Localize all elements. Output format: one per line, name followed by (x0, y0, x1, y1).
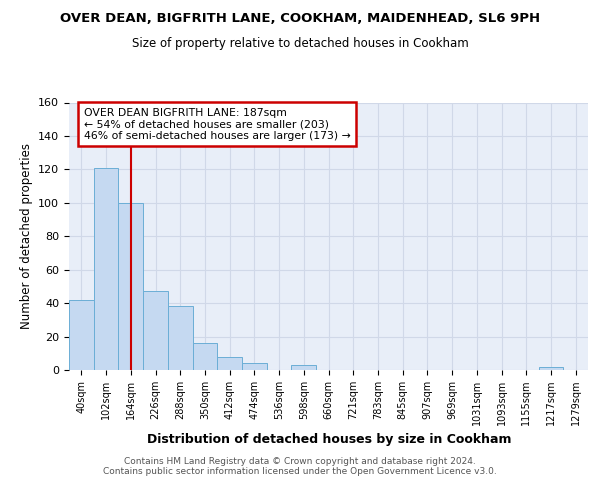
Y-axis label: Number of detached properties: Number of detached properties (20, 143, 32, 329)
Text: OVER DEAN BIGFRITH LANE: 187sqm
← 54% of detached houses are smaller (203)
46% o: OVER DEAN BIGFRITH LANE: 187sqm ← 54% of… (84, 108, 350, 140)
Text: Contains public sector information licensed under the Open Government Licence v3: Contains public sector information licen… (103, 467, 497, 476)
Text: OVER DEAN, BIGFRITH LANE, COOKHAM, MAIDENHEAD, SL6 9PH: OVER DEAN, BIGFRITH LANE, COOKHAM, MAIDE… (60, 12, 540, 26)
Text: Size of property relative to detached houses in Cookham: Size of property relative to detached ho… (131, 38, 469, 51)
Bar (539, 366, 563, 370)
Bar (69, 300, 94, 370)
Text: Contains HM Land Registry data © Crown copyright and database right 2024.: Contains HM Land Registry data © Crown c… (124, 457, 476, 466)
Bar (118, 203, 143, 370)
Bar (193, 343, 217, 370)
Text: Distribution of detached houses by size in Cookham: Distribution of detached houses by size … (146, 432, 511, 446)
Bar (292, 365, 316, 370)
Bar (143, 292, 168, 370)
Bar (217, 356, 242, 370)
Bar (168, 306, 193, 370)
Bar (242, 364, 267, 370)
Bar (94, 168, 118, 370)
